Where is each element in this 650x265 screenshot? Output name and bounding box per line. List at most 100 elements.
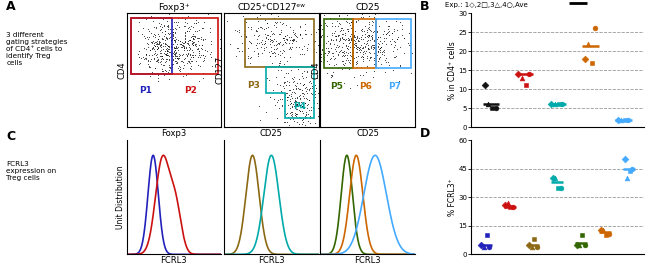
Point (283, 115, 293, 119)
Point (333, 66, 343, 70)
Point (181, 29, 192, 33)
Point (297, 47, 307, 51)
Point (302, 48, 313, 52)
Point (361, 42, 371, 46)
Point (322, 49, 333, 54)
Point (149, 57, 159, 61)
Point (160, 32, 170, 37)
Point (289, 125, 300, 129)
Point (296, 104, 306, 109)
Point (188, 34, 198, 38)
Point (370, 51, 381, 55)
Point (313, 106, 324, 111)
Point (299, 125, 309, 129)
Point (553, 186, 564, 190)
Point (387, 37, 397, 41)
Point (185, 51, 196, 56)
Point (356, 35, 367, 39)
Bar (245, 19, 314, 67)
Point (363, 33, 374, 37)
Point (278, 36, 288, 41)
Point (186, 67, 196, 71)
Point (164, 50, 175, 54)
Point (172, 60, 182, 64)
Point (410, 68, 420, 72)
Point (185, 38, 195, 42)
Point (182, 61, 192, 65)
Point (374, 48, 385, 52)
Point (179, 43, 189, 48)
Point (192, 46, 203, 51)
Point (299, 82, 309, 86)
Point (148, 45, 159, 49)
Point (329, 42, 339, 47)
Point (162, 47, 173, 51)
Point (182, 54, 192, 58)
Point (354, 39, 364, 43)
Point (295, 108, 306, 113)
Point (143, 37, 153, 41)
Point (156, 57, 166, 61)
Point (164, 57, 174, 61)
Point (390, 16, 400, 20)
Point (268, 38, 278, 43)
Point (181, 29, 192, 33)
Point (157, 36, 167, 41)
Point (237, 41, 248, 45)
Text: FCRL3⁺: FCRL3⁺ (476, 144, 506, 153)
Point (549, 102, 560, 107)
Point (302, 103, 313, 107)
Point (180, 20, 190, 24)
Point (324, 49, 335, 53)
Point (187, 33, 198, 38)
Point (233, 49, 244, 53)
Point (246, 41, 257, 46)
Point (529, 237, 539, 241)
Point (151, 59, 162, 63)
Point (288, 77, 298, 81)
Point (161, 59, 172, 63)
Point (142, 45, 153, 49)
Point (200, 54, 210, 58)
Point (306, 108, 317, 112)
Point (309, 121, 320, 125)
Point (288, 125, 298, 129)
Point (285, 111, 296, 116)
Point (372, 35, 383, 39)
Point (328, 51, 339, 56)
Point (139, 57, 150, 61)
Point (313, 103, 324, 107)
Point (252, 46, 263, 50)
Point (280, 34, 290, 38)
Point (315, 55, 326, 59)
Point (376, 45, 386, 49)
Point (197, 43, 207, 47)
Point (166, 41, 176, 45)
Point (372, 41, 383, 45)
Point (183, 25, 193, 30)
Point (185, 38, 195, 43)
Point (155, 49, 165, 53)
Point (369, 39, 380, 43)
Point (240, 35, 251, 39)
Point (285, 45, 296, 50)
Point (393, 35, 403, 39)
Point (157, 63, 168, 67)
Point (183, 71, 193, 75)
Point (378, 29, 389, 34)
Point (298, 91, 308, 95)
Point (300, 122, 311, 127)
Point (177, 52, 188, 56)
Point (179, 37, 190, 41)
Point (280, 114, 291, 119)
Point (198, 52, 209, 57)
Point (187, 53, 197, 57)
Point (154, 41, 164, 45)
Point (343, 51, 354, 55)
Point (348, 51, 358, 55)
Point (282, 98, 293, 102)
Point (146, 57, 156, 61)
Point (159, 60, 170, 64)
Point (298, 83, 308, 87)
Point (172, 61, 183, 65)
